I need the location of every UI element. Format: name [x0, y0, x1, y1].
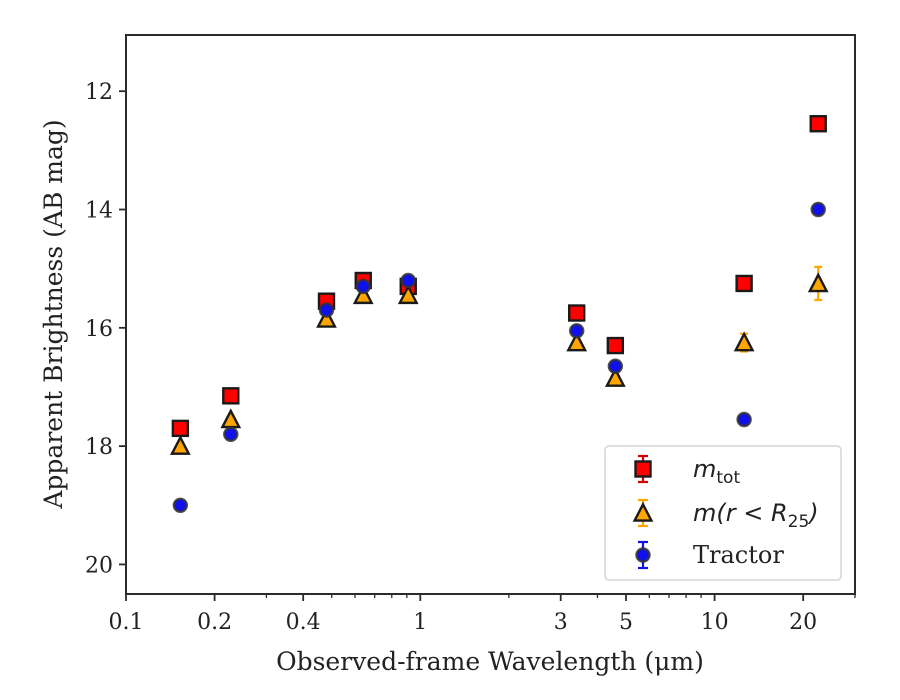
legend-label: Tractor: [693, 541, 784, 569]
marker-square: [606, 336, 625, 355]
series-circle: [172, 201, 826, 513]
marker-circle: [607, 358, 624, 374]
x-tick-label: 10: [701, 610, 729, 635]
x-tick-label: 0.4: [286, 610, 321, 635]
data-point: [569, 323, 585, 339]
plot-frame: [125, 34, 856, 595]
marker-triangle: [733, 331, 755, 352]
data-point: [810, 201, 826, 218]
data-point: [223, 426, 239, 442]
data-point: [566, 331, 588, 352]
y-tick-label: 12: [85, 80, 113, 105]
data-point: [400, 272, 416, 289]
marker-circle: [172, 497, 189, 513]
y-tick-label: 14: [85, 199, 113, 224]
marker-triangle: [566, 331, 588, 352]
legend-box: [604, 445, 842, 581]
marker-circle: [355, 278, 371, 295]
legend-entry: Tractor: [635, 540, 784, 570]
marker-square: [222, 387, 240, 405]
series-triangle: [169, 265, 829, 455]
data-point: [604, 366, 626, 387]
marker-circle: [400, 272, 416, 289]
data-point: [222, 387, 240, 405]
marker-square: [568, 304, 586, 322]
y-tick-label: 18: [85, 435, 113, 460]
data-point: [568, 304, 586, 322]
marker-square: [171, 419, 190, 438]
marker-circle: [810, 201, 826, 218]
marker-triangle: [397, 284, 419, 305]
data-point: [171, 419, 190, 438]
x-axis-label: Observed-frame Wavelength (μm): [276, 647, 704, 676]
y-axis-label: Apparent Brightness (AB mag): [39, 119, 68, 509]
marker-circle: [318, 302, 335, 318]
legend-entry: m(r < R25): [632, 498, 819, 532]
marker-triangle: [632, 501, 654, 522]
y-tick-label: 16: [85, 317, 113, 342]
marker-circle: [635, 547, 651, 563]
marker-triangle: [352, 284, 374, 305]
marker-triangle: [807, 272, 829, 293]
marker-triangle: [169, 434, 191, 455]
x-tick-label: 0.1: [109, 610, 144, 635]
data-point: [220, 408, 242, 429]
legend: mtot m(r < R25) Tractor: [604, 445, 842, 581]
legend-entry: mtot: [634, 454, 740, 488]
marker-square: [634, 460, 652, 478]
data-point: [355, 278, 371, 295]
data-point: [318, 302, 335, 318]
data-point: [607, 358, 624, 374]
data-point: [606, 336, 625, 355]
marker-circle: [569, 323, 585, 339]
marker-triangle: [604, 366, 626, 387]
data-point: [169, 434, 191, 455]
x-tick-label: 20: [789, 610, 817, 635]
marker-square: [809, 115, 827, 133]
marker-circle: [223, 426, 239, 442]
data-point: [736, 411, 752, 428]
data-point: [397, 284, 419, 305]
marker-triangle: [316, 307, 337, 328]
marker-triangle: [220, 408, 242, 429]
data-point: [809, 115, 827, 133]
y-tick-label: 20: [85, 553, 113, 578]
x-tick-label: 3: [554, 610, 568, 635]
marker-circle: [736, 411, 752, 428]
marker-square: [735, 274, 753, 293]
x-tick-label: 0.2: [197, 610, 232, 635]
data-point: [807, 265, 829, 302]
legend-label: mtot: [693, 455, 740, 488]
data-point: [735, 274, 753, 293]
x-tick-label: 1: [413, 610, 427, 635]
legend-label: m(r < R25): [693, 499, 819, 532]
x-tick-label: 5: [619, 610, 633, 635]
data-point: [733, 331, 755, 353]
data-point: [172, 497, 189, 513]
series-square: [171, 115, 827, 438]
